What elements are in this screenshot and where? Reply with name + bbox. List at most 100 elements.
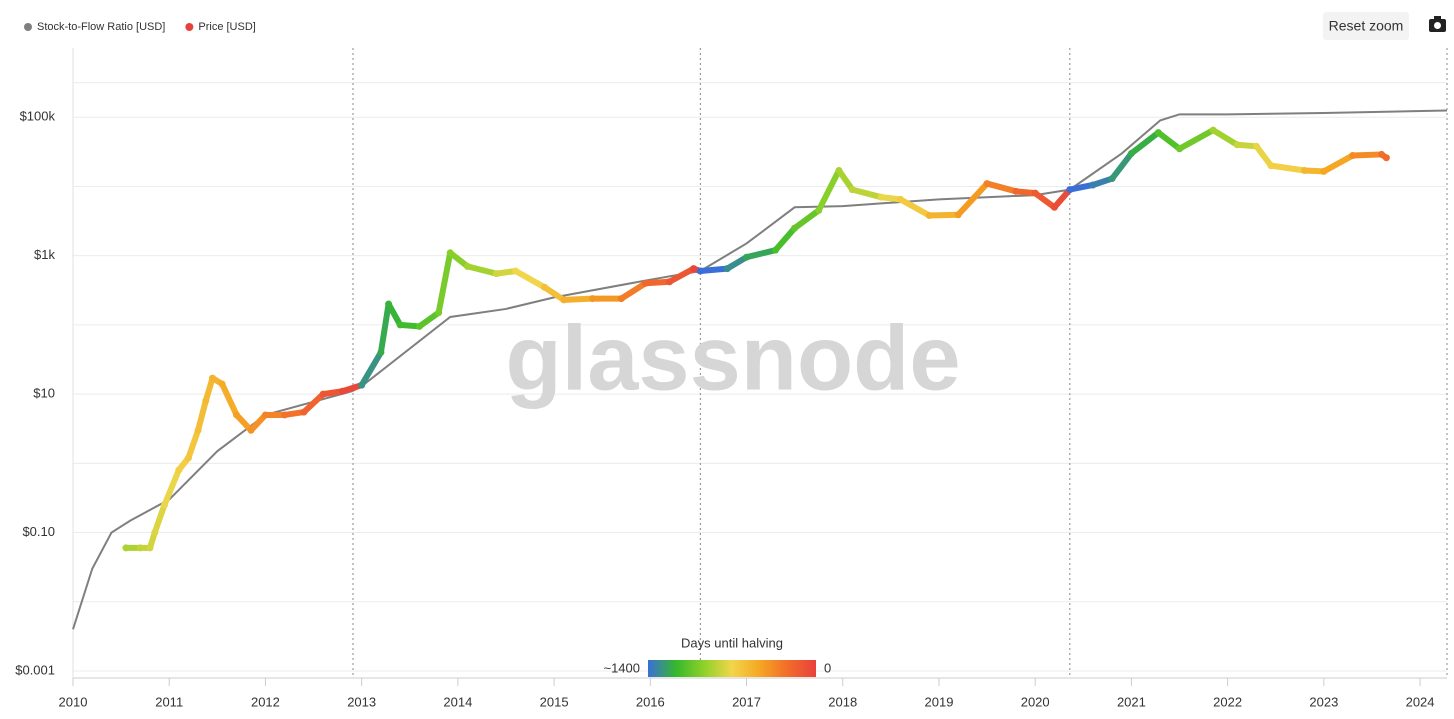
price-segment (435, 249, 454, 316)
price-point (1349, 151, 1357, 159)
price-segment (1253, 143, 1274, 169)
price-segment (541, 284, 567, 303)
price-segment (955, 180, 991, 218)
price-point (877, 193, 885, 201)
price-point (1031, 189, 1039, 197)
price-point (512, 267, 520, 275)
price-segment (1155, 129, 1183, 152)
price-point (642, 279, 649, 287)
x-tick-label: 2020 (1021, 694, 1050, 709)
price-point (175, 466, 183, 474)
price-point (589, 295, 597, 303)
price-point (281, 411, 289, 419)
y-tick-label: $1k (34, 247, 55, 262)
price-point (1066, 186, 1074, 194)
x-tick-label: 2010 (59, 694, 88, 709)
price-segment (743, 247, 779, 261)
price-point (136, 544, 144, 552)
price-point (492, 270, 500, 278)
price-segment (161, 467, 182, 509)
price-point (540, 283, 548, 291)
price-point (463, 262, 471, 270)
price-point (954, 211, 962, 219)
x-tick-label: 2024 (1406, 694, 1435, 709)
price-segment (926, 211, 962, 219)
price-segment (377, 301, 392, 356)
price-point (151, 529, 159, 537)
y-tick-label: $10 (33, 386, 55, 401)
x-tick-label: 2016 (636, 694, 665, 709)
price-point (160, 501, 168, 509)
price-segment (233, 411, 255, 434)
price-point (184, 454, 192, 462)
price-point (1233, 141, 1241, 149)
price-point (771, 246, 779, 254)
price-segment (416, 309, 442, 330)
price-segment (1066, 181, 1096, 193)
price-point (1176, 145, 1184, 153)
price-segment (724, 254, 750, 272)
price-point (396, 321, 404, 329)
price-segment (1109, 150, 1135, 182)
x-tick-label: 2021 (1117, 694, 1146, 709)
price-point (435, 309, 443, 317)
price-point (261, 411, 269, 419)
price-segment (1267, 162, 1308, 174)
colorbar-min-label: ~1400 (603, 660, 640, 675)
price-point (358, 381, 366, 389)
y-tick-label: $0.10 (22, 524, 55, 539)
price-segment (984, 180, 1019, 195)
price-segment (849, 186, 885, 201)
price-point (696, 267, 704, 275)
x-tick-label: 2015 (540, 694, 569, 709)
colorbar-title: Days until halving (681, 635, 783, 650)
price-point (1154, 129, 1162, 137)
legend-label: Stock-to-Flow Ratio [USD] (37, 21, 165, 33)
price-point (247, 426, 255, 434)
price-point (791, 224, 799, 232)
price-point (1267, 162, 1275, 170)
x-tick-label: 2023 (1309, 694, 1338, 709)
grid (72, 48, 1448, 686)
price-segment (772, 225, 798, 254)
price-point (617, 295, 625, 303)
price-point (415, 322, 423, 330)
price-point (377, 348, 385, 356)
price-point (815, 206, 823, 214)
price-segment (1032, 190, 1058, 211)
camera-icon[interactable] (1429, 16, 1446, 32)
x-tick-label: 2012 (251, 694, 280, 709)
x-tick-label: 2011 (155, 694, 183, 709)
price-segment (1176, 127, 1217, 152)
price-point (319, 390, 327, 398)
price-point (690, 265, 698, 273)
price-point (338, 387, 346, 395)
price-point (848, 186, 856, 194)
price-point (122, 544, 130, 552)
reset-zoom-button[interactable] (1323, 12, 1409, 40)
price-segment (464, 263, 500, 277)
price-point (218, 380, 226, 388)
price-segment (815, 167, 842, 214)
reset-zoom-label[interactable]: Reset zoom (1329, 18, 1404, 34)
price-segment (151, 502, 168, 536)
price-point (1012, 187, 1020, 195)
x-tick-label: 2013 (347, 694, 376, 709)
x-tick-label: 2014 (443, 694, 472, 709)
price-point (896, 195, 904, 203)
price-segment (512, 268, 548, 291)
price-segment (219, 380, 240, 418)
price-segment (385, 301, 404, 328)
price-segment (358, 349, 384, 389)
x-tick-label: 2018 (828, 694, 857, 709)
x-tick-label: 2022 (1213, 694, 1242, 709)
price-segment (202, 375, 216, 404)
price-point (385, 300, 393, 308)
price-point (925, 212, 933, 220)
price-point (202, 397, 210, 405)
legend-marker (24, 23, 32, 31)
x-tick-label: 2017 (732, 694, 761, 709)
price-segment (248, 411, 269, 434)
price-segment (697, 265, 731, 275)
